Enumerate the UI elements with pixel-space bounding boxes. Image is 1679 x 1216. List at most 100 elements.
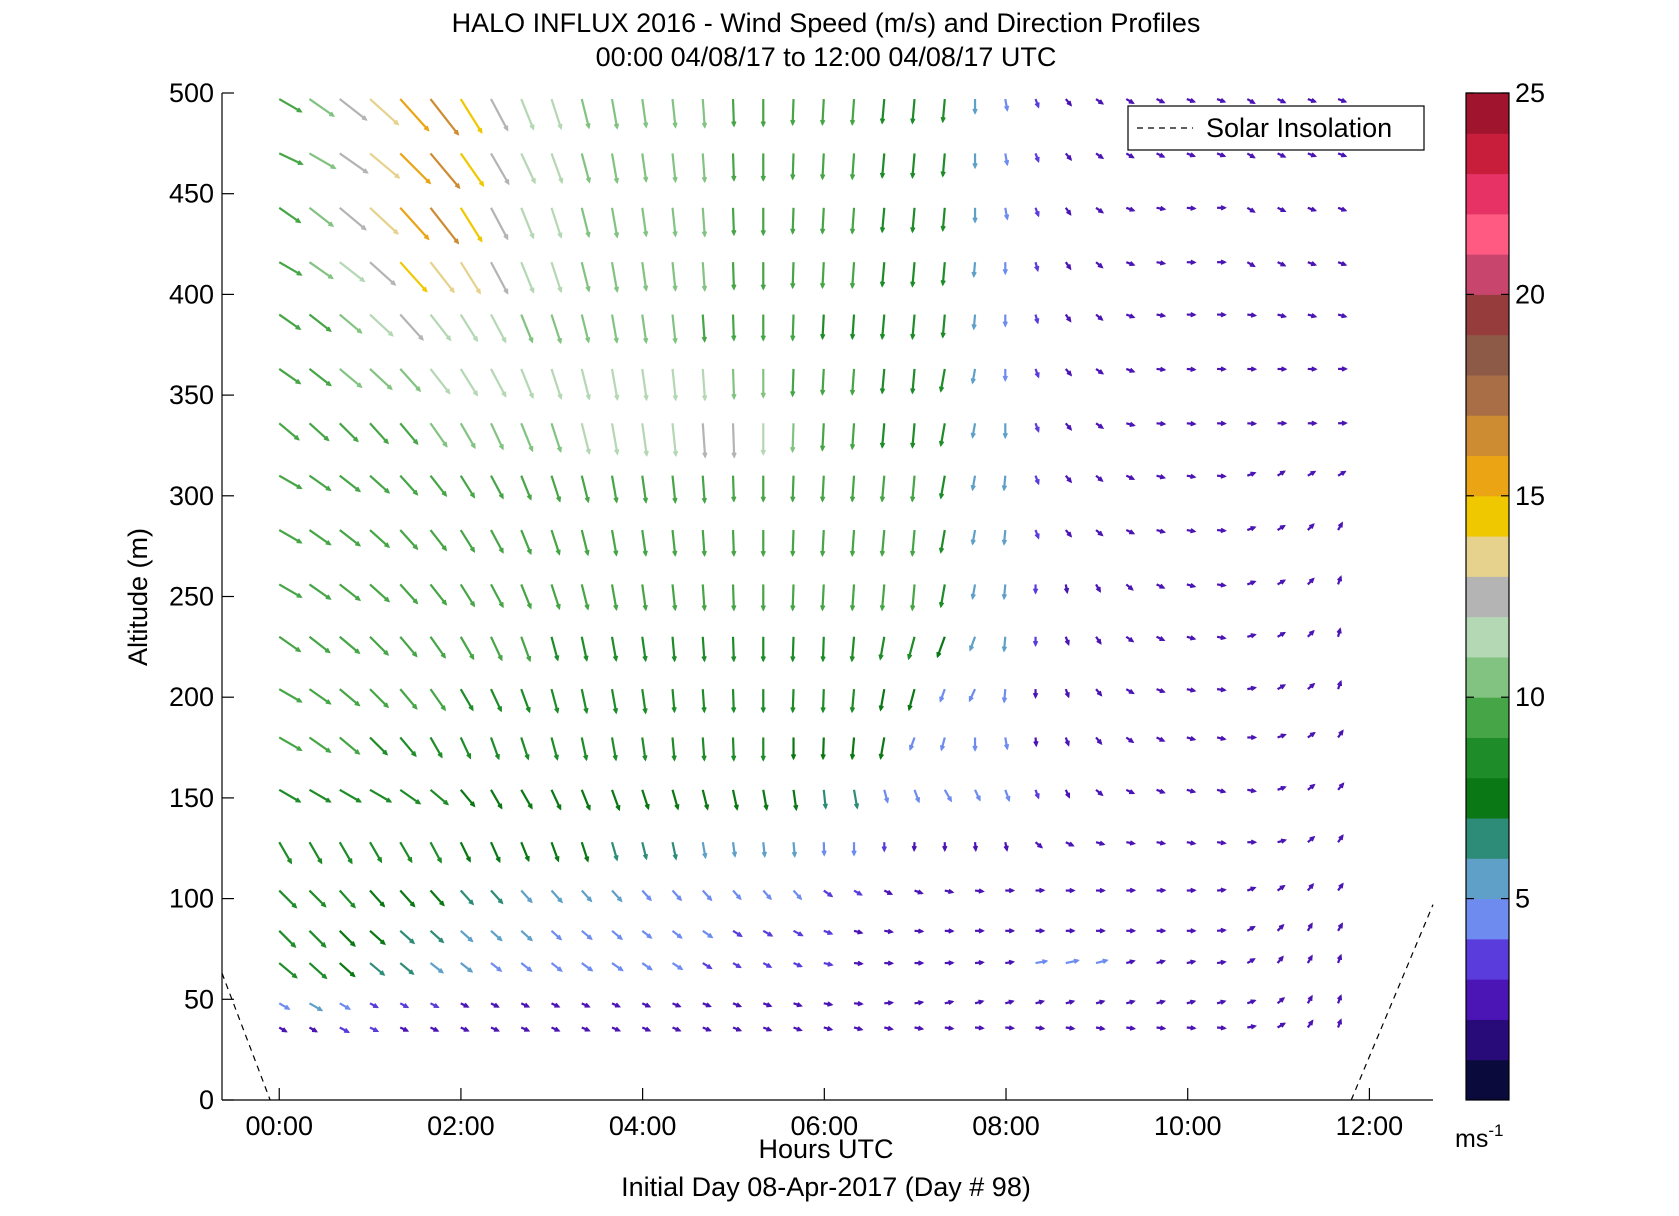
wind-arrow bbox=[1217, 205, 1227, 211]
wind-arrow-head bbox=[857, 1001, 864, 1007]
wind-arrow-head bbox=[503, 125, 509, 132]
wind-arrow-shaft bbox=[881, 98, 886, 123]
wind-arrow bbox=[1003, 207, 1010, 221]
wind-arrow-head bbox=[468, 899, 475, 906]
wind-arrow-head bbox=[1280, 98, 1287, 104]
wind-arrow bbox=[1337, 679, 1343, 690]
wind-arrow-head bbox=[707, 932, 714, 939]
wind-arrow bbox=[1276, 923, 1285, 932]
wind-arrow-head bbox=[1002, 268, 1008, 276]
wind-arrow-head bbox=[493, 1002, 500, 1008]
wind-arrow-head bbox=[1129, 789, 1136, 795]
wind-arrow bbox=[1337, 729, 1344, 739]
wind-arrow-shaft bbox=[911, 207, 916, 232]
wind-arrow-shaft bbox=[911, 475, 916, 501]
wind-arrow-shaft bbox=[339, 962, 356, 977]
wind-arrow-head bbox=[1309, 835, 1316, 842]
wind-arrow bbox=[944, 999, 955, 1006]
wind-arrow bbox=[732, 1002, 743, 1008]
wind-arrow-head bbox=[731, 550, 737, 558]
wind-arrow-head bbox=[1279, 884, 1286, 891]
wind-arrow-shaft bbox=[339, 529, 361, 547]
wind-arrow bbox=[1156, 788, 1166, 794]
wind-arrow-head bbox=[383, 702, 390, 709]
wind-arrow-head bbox=[386, 384, 393, 391]
wind-arrow bbox=[792, 889, 803, 901]
wind-arrow bbox=[399, 422, 419, 446]
wind-arrow-head bbox=[790, 656, 796, 663]
wind-arrow-shaft bbox=[1065, 959, 1079, 965]
wind-arrow-head bbox=[820, 754, 826, 761]
wind-arrow bbox=[1065, 958, 1080, 965]
wind-arrow-head bbox=[879, 172, 886, 179]
wind-arrow bbox=[942, 842, 948, 853]
wind-arrow-head bbox=[1002, 321, 1008, 328]
wind-arrow-head bbox=[883, 797, 890, 804]
wind-arrow-head bbox=[1308, 523, 1315, 529]
wind-arrow-head bbox=[1066, 477, 1073, 484]
wind-arrow-head bbox=[311, 1027, 319, 1033]
wind-arrow bbox=[429, 313, 452, 342]
wind-arrow bbox=[1125, 788, 1136, 795]
wind-arrow bbox=[881, 842, 887, 853]
wind-arrow bbox=[1186, 312, 1197, 318]
wind-arrow-head bbox=[1073, 958, 1080, 964]
wind-arrow-shaft bbox=[701, 889, 713, 901]
wind-arrow bbox=[944, 928, 955, 934]
wind-arrow-shaft bbox=[941, 207, 946, 231]
wind-arrow-head bbox=[453, 238, 460, 245]
wind-arrow-head bbox=[1337, 679, 1343, 687]
wind-arrow-head bbox=[1034, 265, 1040, 273]
wind-arrow-shaft bbox=[791, 207, 795, 234]
wind-arrow-shaft bbox=[429, 152, 461, 189]
wind-arrow bbox=[671, 475, 678, 504]
colorbar-segment bbox=[1466, 495, 1509, 537]
wind-arrow-head bbox=[971, 323, 977, 331]
y-tick-label: 450 bbox=[169, 179, 214, 209]
wind-arrow-shaft bbox=[339, 583, 361, 601]
wind-arrow bbox=[731, 423, 737, 459]
wind-arrow bbox=[671, 368, 679, 402]
wind-arrow-head bbox=[767, 931, 774, 937]
wind-arrow-shaft bbox=[429, 889, 445, 906]
wind-arrow-head bbox=[1032, 588, 1039, 595]
wind-arrow-head bbox=[1189, 999, 1197, 1005]
wind-arrow-head bbox=[643, 394, 649, 402]
wind-arrow bbox=[580, 529, 590, 557]
wind-arrow bbox=[1186, 928, 1197, 934]
wind-arrow-head bbox=[355, 797, 362, 803]
wind-arrow-head bbox=[968, 696, 974, 703]
wind-arrow-head bbox=[819, 605, 826, 612]
wind-arrow-shaft bbox=[550, 962, 563, 972]
wind-arrow-shaft bbox=[520, 636, 531, 661]
wind-arrow-head bbox=[583, 754, 589, 762]
wind-arrow-shaft bbox=[702, 929, 713, 939]
wind-arrow-head bbox=[445, 335, 452, 342]
wind-arrow bbox=[369, 736, 389, 756]
wind-arrow bbox=[910, 423, 916, 449]
wind-arrow bbox=[731, 529, 737, 558]
wind-arrow bbox=[520, 368, 534, 400]
wind-arrow bbox=[1337, 1018, 1343, 1028]
wind-arrow bbox=[1247, 366, 1258, 372]
wind-arrow-shaft bbox=[278, 635, 301, 653]
wind-arrow-head bbox=[948, 999, 955, 1006]
wind-arrow bbox=[339, 1026, 351, 1034]
wind-arrow-head bbox=[556, 446, 562, 454]
wind-arrow-shaft bbox=[1003, 689, 1007, 702]
wind-arrow-shaft bbox=[489, 737, 500, 759]
wind-arrow bbox=[970, 529, 977, 546]
wind-arrow-head bbox=[972, 217, 978, 224]
wind-arrow bbox=[641, 962, 653, 971]
wind-arrow bbox=[762, 789, 769, 811]
wind-arrow bbox=[968, 636, 977, 652]
wind-arrow bbox=[399, 207, 430, 241]
wind-arrow-head bbox=[382, 749, 389, 756]
wind-arrow bbox=[399, 736, 417, 758]
wind-arrow-shaft bbox=[971, 368, 977, 383]
wind-arrow-shaft bbox=[308, 788, 331, 803]
wind-arrow-head bbox=[676, 933, 683, 939]
wind-arrow-shaft bbox=[852, 789, 859, 808]
wind-arrow-head bbox=[1159, 260, 1167, 266]
wind-arrow bbox=[611, 962, 624, 972]
